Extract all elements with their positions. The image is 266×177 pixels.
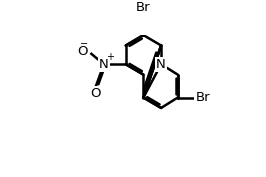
Text: Br: Br [196,91,210,104]
Text: N: N [156,58,166,71]
Text: +: + [106,52,114,62]
Text: O: O [90,87,101,100]
Text: N: N [99,58,109,71]
Text: O: O [78,45,88,58]
Text: −: − [80,39,88,49]
Text: Br: Br [136,1,151,14]
